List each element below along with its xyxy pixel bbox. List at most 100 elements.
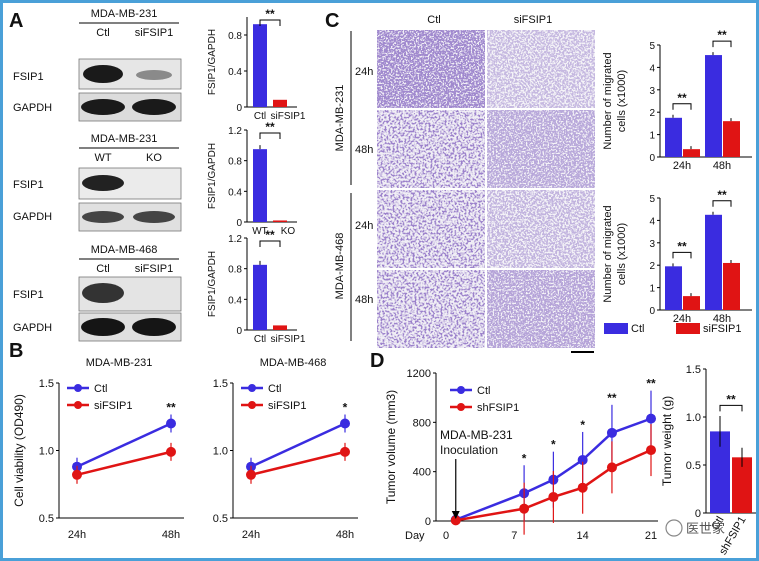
transwell-row-label: 24h: [355, 220, 373, 232]
y-tick-label: 3: [649, 86, 655, 97]
bar: [683, 296, 700, 310]
significance-mark: **: [717, 28, 727, 42]
y-tick-label: 0: [695, 508, 701, 520]
significance-bracket: [672, 103, 692, 110]
blot-lane-label: Ctl: [96, 27, 109, 39]
y-axis-label: FSIP1/GAPDH: [207, 29, 218, 95]
y-tick-label: 0.4: [228, 187, 242, 198]
x-tick-label: siFSIP1: [270, 111, 305, 122]
panel-label-d: D: [370, 350, 384, 372]
blot-row-label: FSIP1: [13, 179, 44, 191]
data-point: [548, 491, 559, 502]
band: [82, 175, 124, 191]
x-tick-label: siFSIP1: [270, 334, 305, 345]
chart-fsip1-blot1: 0 0.4 0.8 FSIP1/GAPDH Ctl siFSIP1 **: [207, 7, 306, 122]
y-tick-label: 1.2: [228, 126, 242, 137]
x-tick-label: WT: [252, 226, 268, 237]
data-point: [340, 418, 350, 429]
significance-bracket: [712, 40, 732, 48]
significance-mark: **: [677, 91, 687, 105]
band: [82, 283, 124, 303]
bar: [665, 117, 682, 157]
blot-lane-label: KO: [146, 152, 162, 164]
significance-mark: *: [551, 438, 556, 452]
chart-migration-231: 0 1 2 3 4 5 Number of migrated cells (x1000) 24h…: [602, 28, 752, 172]
transwell-images: Ctl siFSIP1 MDA-MB-231 MDA-MB-468 24h 48…: [334, 14, 595, 353]
bar: [665, 266, 682, 310]
significance-bracket: [719, 404, 743, 412]
chart-fsip1-blot3: 0 0.4 0.8 1.2 FSIP1/GAPDH Ctl siFSIP1 **: [207, 228, 306, 345]
data-point: [577, 482, 588, 493]
legend-label: Ctl: [477, 385, 490, 397]
y-tick-label: 4: [649, 216, 655, 227]
y-axis-label: FSIP1/GAPDH: [207, 251, 218, 317]
x-tick-label: 21: [645, 530, 657, 542]
x-tick-label: 24h: [673, 160, 691, 172]
transwell-row-label: 48h: [355, 144, 373, 156]
y-tick-label: 2: [649, 261, 655, 272]
legend-marker: [74, 401, 82, 409]
bar: [273, 99, 287, 107]
y-axis-label: cells (x1000): [616, 223, 628, 285]
significance-mark: *: [522, 451, 527, 465]
series-line: [455, 417, 652, 521]
legend-label: Ctl: [631, 323, 644, 335]
data-point: [450, 515, 461, 526]
legend-label: Ctl: [268, 383, 281, 395]
bar: [273, 325, 287, 330]
legend-marker: [457, 403, 465, 411]
y-tick-label: 0.8: [228, 157, 242, 168]
y-tick-label: 1.2: [228, 234, 242, 245]
y-tick-label: 1.0: [39, 446, 54, 458]
legend-label: Ctl: [94, 383, 107, 395]
blot-cell-line: MDA-MB-468: [91, 244, 158, 256]
data-point: [646, 413, 656, 424]
legend-label: siFSIP1: [94, 400, 133, 412]
blot-lane-label: siFSIP1: [135, 263, 174, 275]
significance-mark: **: [607, 391, 617, 405]
bar: [705, 214, 722, 310]
band: [81, 318, 125, 336]
legend-marker: [457, 386, 465, 394]
y-tick-label: 3: [649, 239, 655, 250]
y-tick-label: 0.5: [686, 460, 701, 472]
y-axis-label: cells (x1000): [616, 70, 628, 132]
x-tick-label: 48h: [713, 160, 731, 172]
significance-mark: **: [265, 7, 275, 21]
y-axis-label: Number of migrated: [602, 205, 614, 302]
y-tick-label: 400: [413, 467, 431, 479]
data-point: [606, 427, 617, 438]
y-tick-label: 1: [649, 131, 655, 142]
bar: [705, 55, 722, 157]
legend-label: siFSIP1: [268, 400, 307, 412]
y-tick-label: 1: [649, 284, 655, 295]
series-line: [250, 422, 346, 468]
significance-mark: **: [265, 120, 275, 134]
arrow-head: [451, 511, 460, 519]
blot-row-label: GAPDH: [13, 102, 52, 114]
x-tick-label: 48h: [162, 529, 180, 541]
y-tick-label: 5: [649, 194, 655, 205]
y-tick-label: 1.0: [213, 446, 228, 458]
y-tick-label: 0: [236, 326, 242, 337]
western-blot-1: MDA-MB-231 Ctl siFSIP1 FSIP1 GAPDH: [13, 8, 182, 122]
band: [132, 99, 176, 115]
blot-row-label: FSIP1: [13, 71, 44, 83]
y-tick-label: 1.5: [39, 378, 54, 390]
bar: [723, 262, 740, 310]
bar: [732, 457, 752, 513]
data-point: [166, 446, 176, 457]
blot-row-label: FSIP1: [13, 289, 44, 301]
band: [81, 99, 125, 115]
annotation: MDA-MB-231: [440, 428, 513, 442]
y-axis-label: FSIP1/GAPDH: [207, 143, 218, 209]
panel-label-c: C: [325, 10, 339, 32]
watermark-text: 医世家: [686, 521, 725, 536]
significance-mark: *: [343, 401, 348, 415]
blot-lane-label: Ctl: [96, 263, 109, 275]
x-tick-label: 48h: [713, 313, 731, 325]
transwell-col-label: siFSIP1: [514, 14, 553, 26]
y-tick-label: 0: [425, 516, 431, 528]
